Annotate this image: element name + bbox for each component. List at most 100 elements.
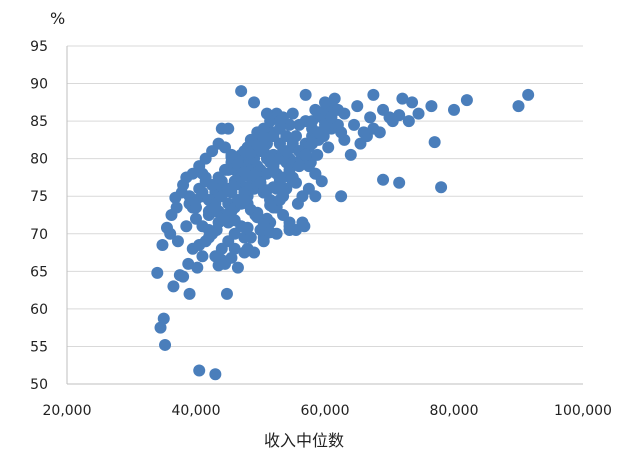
data-point xyxy=(373,126,386,139)
data-point xyxy=(335,190,348,203)
data-point xyxy=(257,235,270,248)
data-point xyxy=(231,261,244,274)
data-point xyxy=(393,176,406,189)
data-point xyxy=(212,259,225,272)
data-point xyxy=(299,148,312,161)
y-tick-label: 55 xyxy=(30,339,48,355)
data-point xyxy=(289,176,302,189)
data-point xyxy=(357,126,370,139)
data-point xyxy=(157,312,170,325)
data-point xyxy=(283,220,296,233)
data-point xyxy=(299,88,312,101)
y-tick-label: 80 xyxy=(30,152,48,168)
data-point xyxy=(428,136,441,149)
data-point xyxy=(169,191,182,204)
data-point xyxy=(273,115,286,128)
data-point xyxy=(306,137,319,150)
data-points xyxy=(151,85,535,381)
data-point xyxy=(311,148,324,161)
data-point xyxy=(328,92,341,105)
y-tick-label: 75 xyxy=(30,189,48,205)
data-point xyxy=(190,201,202,214)
data-point xyxy=(396,92,409,105)
x-tick-label: 20,000 xyxy=(43,403,92,419)
data-point xyxy=(238,246,251,259)
tick-labels: 50 55 60 65 70 75 80 85 90 95 20,000 40,000 60,000 80… xyxy=(30,39,612,419)
data-point xyxy=(264,199,277,212)
data-point xyxy=(344,148,357,161)
data-point xyxy=(460,94,473,107)
y-tick-label: 90 xyxy=(30,77,48,93)
data-point xyxy=(182,257,195,270)
x-tick-label: 40,000 xyxy=(172,403,221,419)
data-point xyxy=(338,107,351,120)
data-point xyxy=(386,115,399,128)
data-point xyxy=(193,364,206,377)
data-point xyxy=(209,368,222,381)
data-point xyxy=(435,181,448,194)
data-point xyxy=(248,246,261,259)
data-point xyxy=(196,186,209,199)
y-tick-label: 65 xyxy=(30,264,48,280)
data-point xyxy=(425,100,438,113)
data-point xyxy=(322,141,335,154)
data-point xyxy=(412,107,425,120)
data-point xyxy=(293,160,306,173)
data-point xyxy=(260,107,273,120)
data-point xyxy=(315,175,328,188)
data-point xyxy=(159,338,172,351)
data-point xyxy=(402,115,415,128)
data-point xyxy=(257,131,270,144)
data-point xyxy=(167,280,180,293)
data-point xyxy=(206,227,219,240)
data-point xyxy=(228,214,241,227)
data-point xyxy=(296,216,309,229)
data-point xyxy=(348,118,361,131)
x-axis-title: 收入中位数 xyxy=(264,431,344,450)
axes xyxy=(66,46,583,385)
y-axis-unit-label: % xyxy=(50,9,65,28)
y-tick-label: 60 xyxy=(30,302,48,318)
data-point xyxy=(177,270,190,283)
data-point xyxy=(156,239,169,252)
data-point xyxy=(209,201,222,214)
data-point xyxy=(225,251,238,264)
data-point xyxy=(277,184,290,197)
data-point xyxy=(351,100,364,113)
data-point xyxy=(264,226,277,239)
data-point xyxy=(151,266,164,279)
data-point xyxy=(377,173,390,186)
y-tick-label: 50 xyxy=(30,377,48,393)
x-tick-label: 80,000 xyxy=(430,403,479,419)
data-point xyxy=(220,287,233,300)
data-point xyxy=(448,103,460,116)
data-point xyxy=(309,190,322,203)
data-point xyxy=(215,122,228,135)
data-point xyxy=(377,103,390,116)
data-point xyxy=(241,221,254,234)
data-point xyxy=(319,96,331,109)
data-point xyxy=(238,193,251,206)
data-point xyxy=(180,220,193,233)
data-point xyxy=(235,85,248,98)
data-point xyxy=(248,96,261,109)
data-point xyxy=(406,96,419,109)
y-tick-label: 85 xyxy=(30,114,48,130)
x-tick-label: 60,000 xyxy=(301,403,350,419)
y-tick-label: 70 xyxy=(30,227,48,243)
data-point xyxy=(309,103,322,116)
data-point xyxy=(191,261,204,274)
data-point xyxy=(183,287,196,300)
data-point xyxy=(522,88,535,101)
data-point xyxy=(364,111,377,124)
data-point xyxy=(165,209,178,221)
y-tick-label: 95 xyxy=(30,39,48,55)
data-point xyxy=(273,193,286,206)
data-point xyxy=(286,107,299,120)
data-point xyxy=(160,221,173,234)
data-point xyxy=(238,166,251,179)
data-point xyxy=(244,231,257,244)
data-point xyxy=(335,126,348,139)
data-point xyxy=(154,321,167,334)
